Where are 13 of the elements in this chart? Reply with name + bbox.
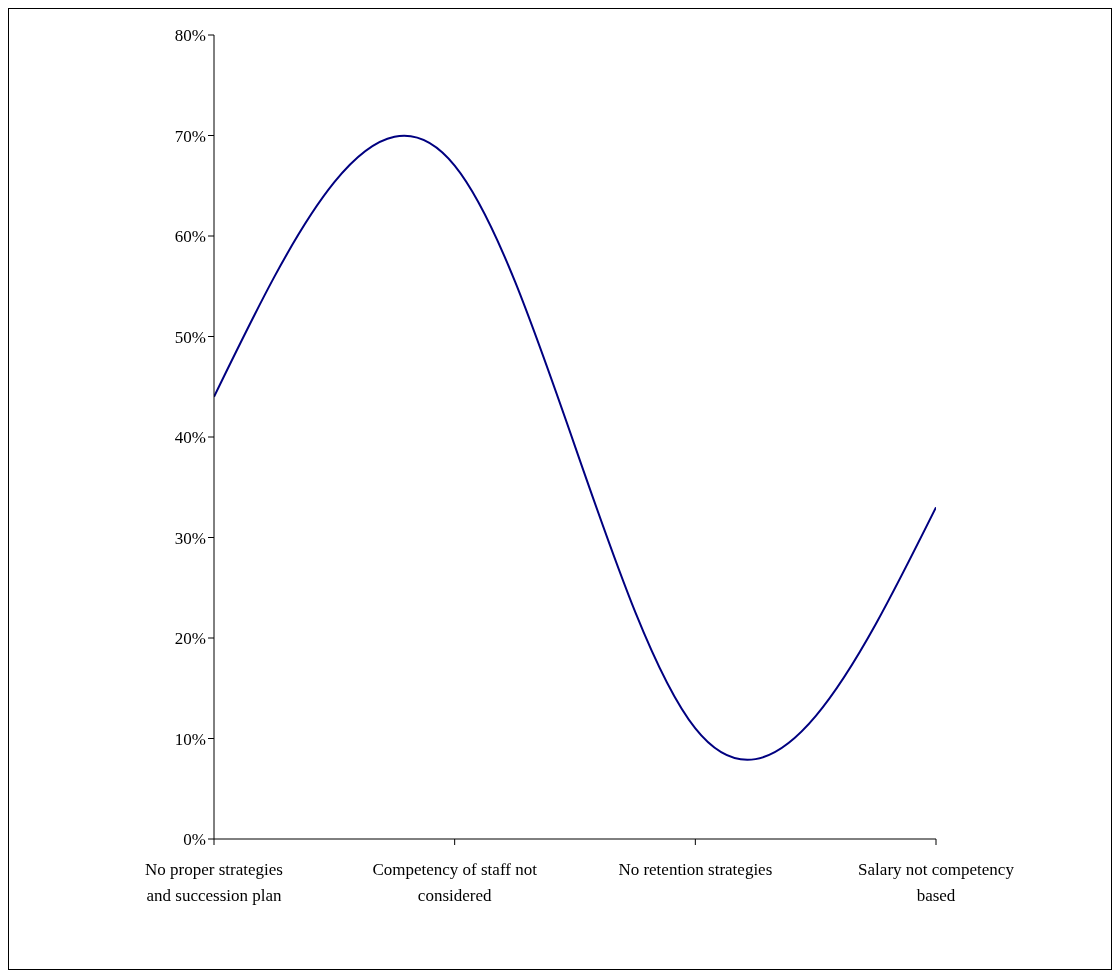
x-tick-label: Salary not competency based xyxy=(858,860,1015,905)
y-tick-label: 60% xyxy=(174,227,206,247)
y-tick-label: 20% xyxy=(174,629,206,649)
y-tick-label: 80% xyxy=(174,26,206,46)
y-tick-label: 40% xyxy=(174,428,206,448)
x-tick-label: No proper strategies and succession plan xyxy=(145,860,283,905)
y-tick-label: 70% xyxy=(174,126,206,146)
x-tick-label: No retention strategies xyxy=(618,860,773,879)
y-tick-label: 30% xyxy=(174,528,206,548)
x-tick-label: Competency of staff not considered xyxy=(372,860,538,905)
y-tick-label: 50% xyxy=(174,327,206,347)
y-tick-label: 10% xyxy=(174,729,206,749)
y-tick-label: 0% xyxy=(183,830,206,850)
